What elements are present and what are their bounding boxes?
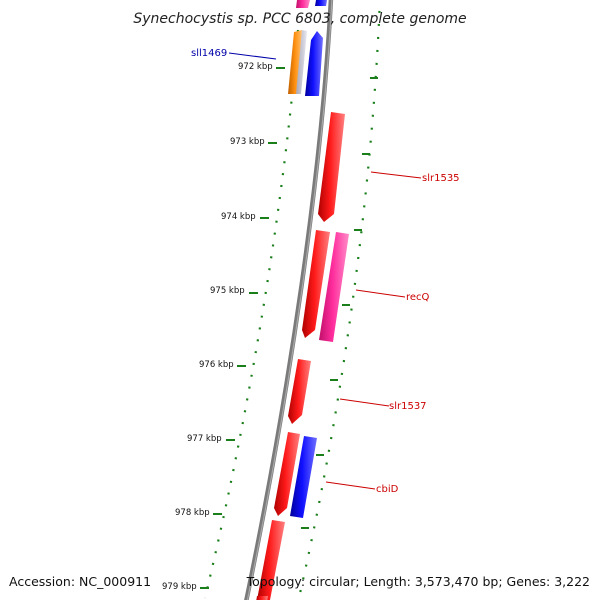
gene-block: [296, 0, 310, 8]
map-title: Synechocystis sp. PCC 6803, complete gen…: [133, 11, 466, 27]
accession-text: Accession: NC_000911: [9, 574, 151, 589]
tick-label: 973 kbp: [230, 137, 265, 147]
gene-label-recq: recQ: [406, 292, 430, 303]
gene-block: [288, 359, 311, 424]
outer-ring-marks: [301, 77, 378, 529]
gene-block: [318, 112, 345, 222]
tick-marks: [200, 67, 285, 589]
gene-label-cbid: cbiD: [376, 484, 399, 495]
gene-label-slr1537: slr1537: [389, 401, 427, 412]
gene-track-reverse: [256, 0, 349, 600]
tick-label: 972 kbp: [238, 62, 273, 72]
gene-block: [256, 596, 268, 600]
gene-block: [319, 232, 349, 342]
topology-text: Topology: circular; Length: 3,573,470 bp…: [246, 574, 590, 589]
tick-label: 978 kbp: [175, 508, 210, 518]
backbone: [244, 0, 334, 600]
tick-label: 977 kbp: [187, 434, 222, 444]
gene-label-slr1535: slr1535: [422, 173, 460, 184]
gene-block: [305, 31, 323, 96]
gene-block: [288, 30, 302, 94]
label-connectors: [228, 52, 422, 490]
gene-block: [296, 30, 307, 94]
gene-block: [302, 230, 330, 338]
inner-dot-ring: [203, 29, 300, 599]
tick-label: 974 kbp: [221, 212, 256, 222]
gene-label-sll1469: sll1469: [191, 48, 227, 59]
tick-label: 979 kbp: [162, 582, 197, 592]
gene-block: [274, 432, 300, 516]
tick-label: 975 kbp: [210, 286, 245, 296]
gene-block: [290, 436, 317, 518]
tick-labels: 972 kbp 973 kbp 974 kbp 975 kbp 976 kbp …: [162, 62, 273, 592]
gene-labels: sll1469 slr1535 recQ slr1537 cbiD: [191, 48, 460, 495]
tick-label: 976 kbp: [199, 360, 234, 370]
gene-block: [315, 0, 327, 6]
gene-block: [257, 520, 285, 600]
